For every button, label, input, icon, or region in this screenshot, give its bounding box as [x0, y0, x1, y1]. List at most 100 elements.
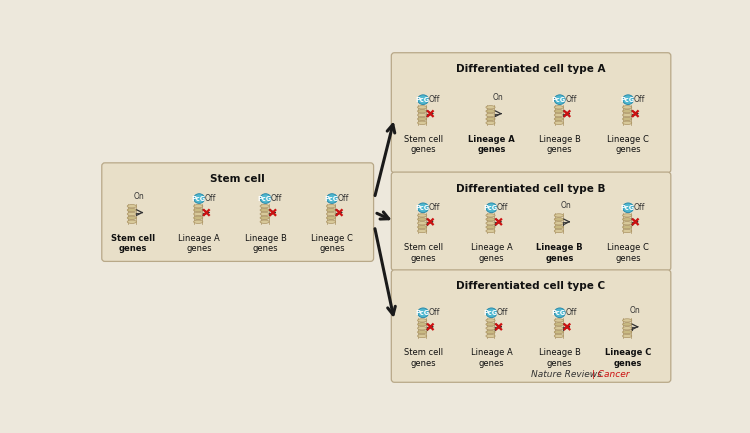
Ellipse shape — [622, 110, 632, 113]
Text: Stem cell: Stem cell — [210, 174, 265, 184]
Text: Off: Off — [634, 95, 645, 104]
Ellipse shape — [418, 117, 427, 121]
Ellipse shape — [622, 319, 632, 322]
Ellipse shape — [622, 229, 632, 233]
Text: Lineage A
genes: Lineage A genes — [470, 348, 512, 368]
Ellipse shape — [554, 334, 563, 338]
Ellipse shape — [622, 106, 632, 109]
Text: On: On — [493, 93, 503, 102]
Text: Differentiated cell type A: Differentiated cell type A — [456, 64, 606, 74]
Text: Off: Off — [496, 204, 508, 212]
Ellipse shape — [486, 319, 495, 322]
Ellipse shape — [486, 106, 495, 109]
Ellipse shape — [554, 95, 566, 104]
Ellipse shape — [486, 323, 495, 326]
Ellipse shape — [554, 121, 563, 125]
Text: Off: Off — [205, 194, 216, 203]
Ellipse shape — [326, 220, 336, 223]
Ellipse shape — [260, 216, 269, 220]
Ellipse shape — [418, 218, 427, 221]
Ellipse shape — [128, 208, 136, 212]
Text: Lineage A
genes: Lineage A genes — [178, 234, 220, 253]
Ellipse shape — [326, 208, 336, 212]
Text: Stem cell
genes: Stem cell genes — [404, 348, 442, 368]
Ellipse shape — [486, 113, 495, 117]
Text: PcG: PcG — [620, 97, 634, 103]
Ellipse shape — [554, 110, 563, 113]
Ellipse shape — [554, 218, 563, 221]
Ellipse shape — [260, 194, 271, 204]
Ellipse shape — [128, 204, 136, 208]
Text: Nature Reviews: Nature Reviews — [531, 370, 602, 379]
Ellipse shape — [194, 208, 202, 212]
Text: PcG: PcG — [324, 196, 338, 201]
Ellipse shape — [194, 220, 202, 223]
Text: Lineage A
genes: Lineage A genes — [468, 135, 514, 155]
Text: PcG: PcG — [484, 310, 498, 316]
Ellipse shape — [418, 214, 427, 217]
Ellipse shape — [260, 220, 269, 223]
Text: Lineage B
genes: Lineage B genes — [244, 234, 286, 253]
Ellipse shape — [622, 218, 632, 221]
Ellipse shape — [486, 229, 495, 233]
Ellipse shape — [128, 220, 136, 223]
Ellipse shape — [554, 229, 563, 233]
Text: Off: Off — [271, 194, 283, 203]
Text: PcG: PcG — [258, 196, 272, 201]
Ellipse shape — [554, 330, 563, 334]
Text: Off: Off — [634, 204, 645, 212]
Text: On: On — [629, 306, 640, 315]
Ellipse shape — [486, 121, 495, 125]
Text: Off: Off — [338, 194, 349, 203]
Ellipse shape — [622, 95, 634, 104]
Text: Differentiated cell type B: Differentiated cell type B — [456, 184, 606, 194]
Ellipse shape — [622, 117, 632, 121]
Ellipse shape — [128, 216, 136, 220]
Text: PcG: PcG — [416, 97, 430, 103]
Text: Off: Off — [566, 308, 577, 317]
Ellipse shape — [622, 330, 632, 334]
Text: Lineage B
genes: Lineage B genes — [538, 135, 580, 155]
Ellipse shape — [260, 204, 269, 208]
Ellipse shape — [260, 208, 269, 212]
Ellipse shape — [554, 214, 563, 217]
Ellipse shape — [554, 319, 563, 322]
Text: PcG: PcG — [552, 97, 566, 103]
Ellipse shape — [486, 110, 495, 113]
Ellipse shape — [418, 308, 428, 318]
Ellipse shape — [194, 204, 202, 208]
Ellipse shape — [128, 212, 136, 216]
Ellipse shape — [418, 95, 428, 104]
Ellipse shape — [418, 323, 427, 326]
Ellipse shape — [418, 226, 427, 229]
FancyBboxPatch shape — [392, 53, 670, 173]
Ellipse shape — [194, 194, 205, 204]
Text: Off: Off — [428, 95, 440, 104]
Ellipse shape — [326, 212, 336, 216]
Ellipse shape — [554, 106, 563, 109]
Ellipse shape — [486, 326, 495, 330]
Text: Lineage A
genes: Lineage A genes — [470, 243, 512, 263]
Text: Lineage C
genes: Lineage C genes — [311, 234, 353, 253]
Ellipse shape — [554, 117, 563, 121]
Text: Off: Off — [428, 204, 440, 212]
Ellipse shape — [554, 323, 563, 326]
Ellipse shape — [418, 319, 427, 322]
Ellipse shape — [194, 216, 202, 220]
Text: PcG: PcG — [416, 205, 430, 211]
Ellipse shape — [418, 113, 427, 117]
Ellipse shape — [418, 222, 427, 225]
Text: PcG: PcG — [552, 310, 566, 316]
Ellipse shape — [554, 222, 563, 225]
Ellipse shape — [486, 117, 495, 121]
Text: Lineage B
genes: Lineage B genes — [536, 243, 583, 263]
Ellipse shape — [486, 214, 495, 217]
Ellipse shape — [326, 194, 338, 204]
Ellipse shape — [622, 121, 632, 125]
Ellipse shape — [418, 229, 427, 233]
Ellipse shape — [554, 326, 563, 330]
Text: Lineage C
genes: Lineage C genes — [605, 348, 651, 368]
Text: Off: Off — [566, 95, 577, 104]
Ellipse shape — [418, 110, 427, 113]
Text: Lineage C
genes: Lineage C genes — [608, 243, 649, 263]
